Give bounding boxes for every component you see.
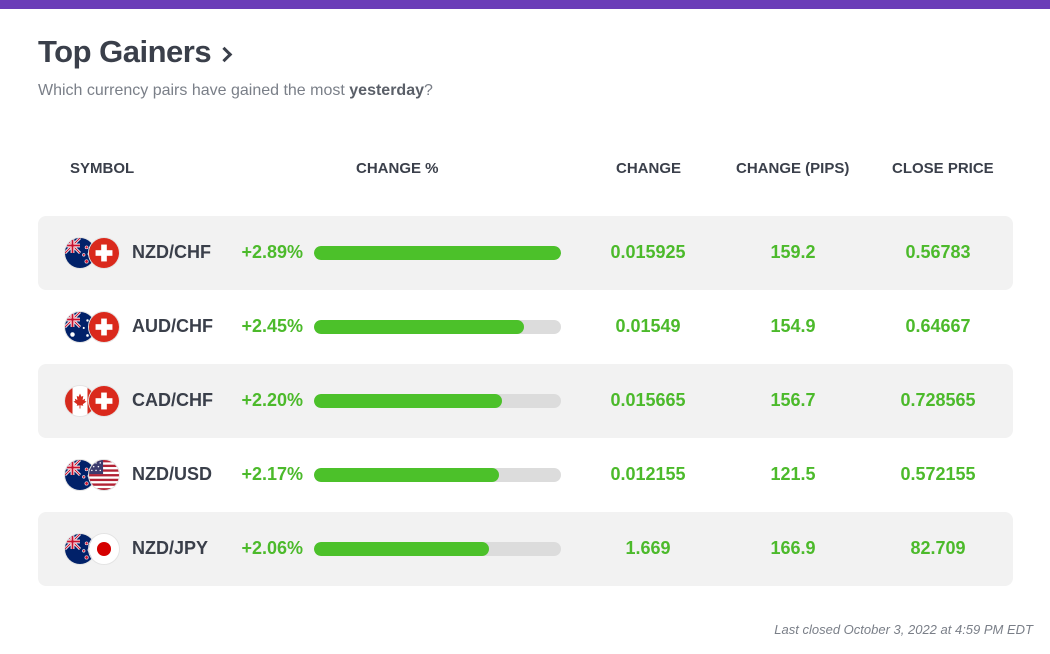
change-pct-value: +2.20%: [241, 390, 303, 410]
ch-flag-icon: [88, 237, 120, 269]
change-pct-bar: [314, 394, 561, 408]
close-price-value: 0.572155: [900, 464, 976, 484]
page-subtitle: Which currency pairs have gained the mos…: [38, 82, 433, 100]
us-flag-icon: [88, 459, 120, 491]
change-pct-bar: [314, 542, 561, 556]
change-value: 1.669: [625, 538, 671, 558]
pair-symbol: AUD/CHF: [132, 316, 213, 336]
change-pct-bar-fill: [314, 542, 490, 556]
column-header-change-pips: CHANGE (PIPS): [736, 160, 850, 177]
change-pct-value: +2.89%: [241, 242, 303, 262]
pair-symbol: NZD/CHF: [132, 242, 211, 262]
table-row[interactable]: NZD/USD +2.17% 0.012155 121.5 0.572155: [38, 438, 1013, 512]
au-flag-icon: [64, 311, 96, 343]
pair-symbol: CAD/CHF: [132, 390, 213, 410]
pair-flags: [64, 311, 120, 343]
change-pct-value: +2.06%: [241, 538, 303, 558]
change-pct-bar-fill: [314, 246, 561, 260]
column-header-symbol: SYMBOL: [70, 160, 135, 177]
column-header-close-price: CLOSE PRICE: [892, 160, 994, 177]
change-pips-value: 154.9: [770, 316, 816, 336]
close-price-value: 0.64667: [905, 316, 971, 336]
pair-flags: [64, 385, 120, 417]
change-pct-bar-fill: [314, 320, 524, 334]
change-pips-value: 166.9: [770, 538, 816, 558]
top-accent-bar: [0, 0, 1050, 9]
ch-flag-icon: [88, 385, 120, 417]
change-pct-bar-fill: [314, 468, 500, 482]
table-row[interactable]: AUD/CHF +2.45% 0.01549 154.9 0.64667: [38, 290, 1013, 364]
column-header-change-pct: CHANGE %: [356, 160, 439, 177]
pair-flags: [64, 237, 120, 269]
table-row[interactable]: NZD/CHF +2.89% 0.015925 159.2 0.56783: [38, 216, 1013, 290]
pair-flags: [64, 459, 120, 491]
change-pips-value: 156.7: [770, 390, 816, 410]
chevron-right-icon: [216, 46, 233, 62]
column-header-change: CHANGE: [616, 160, 682, 177]
change-pct-bar: [314, 468, 561, 482]
close-price-value: 82.709: [910, 538, 966, 558]
subtitle-emphasis: yesterday: [349, 82, 424, 99]
page-title-link[interactable]: Top Gainers: [38, 34, 433, 70]
widget-header: Top Gainers Which currency pairs have ga…: [38, 34, 433, 100]
jp-flag-icon: [88, 533, 120, 565]
nz-flag-icon: [64, 237, 96, 269]
pair-symbol: NZD/USD: [132, 464, 212, 484]
change-pips-value: 121.5: [770, 464, 816, 484]
page-title: Top Gainers: [38, 34, 212, 69]
table-row[interactable]: CAD/CHF +2.20% 0.015665 156.7 0.728565: [38, 364, 1013, 438]
table-row[interactable]: NZD/JPY +2.06% 1.669 166.9 82.709: [38, 512, 1013, 586]
change-pct-bar: [314, 320, 561, 334]
change-value: 0.01549: [615, 316, 681, 336]
subtitle-text: Which currency pairs have gained the mos…: [38, 82, 350, 99]
close-price-value: 0.728565: [900, 390, 976, 410]
change-value: 0.015665: [610, 390, 686, 410]
pair-flags: [64, 533, 120, 565]
pair-symbol: NZD/JPY: [132, 538, 209, 558]
change-value: 0.015925: [610, 242, 686, 262]
subtitle-end: ?: [423, 82, 433, 99]
change-pct-bar: [314, 246, 561, 260]
gainers-table: NZD/CHF +2.89% 0.015925 159.2 0.56783 AU…: [38, 216, 1013, 586]
table-header: SYMBOL CHANGE % CHANGE CHANGE (PIPS) CLO…: [38, 160, 1013, 182]
change-pips-value: 159.2: [770, 242, 816, 262]
change-pct-bar-fill: [314, 394, 502, 408]
close-price-value: 0.56783: [905, 242, 971, 262]
change-pct-value: +2.45%: [241, 316, 303, 336]
last-closed-note: Last closed October 3, 2022 at 4:59 PM E…: [774, 622, 1033, 637]
change-pct-value: +2.17%: [241, 464, 303, 484]
change-value: 0.012155: [610, 464, 686, 484]
ch-flag-icon: [88, 311, 120, 343]
